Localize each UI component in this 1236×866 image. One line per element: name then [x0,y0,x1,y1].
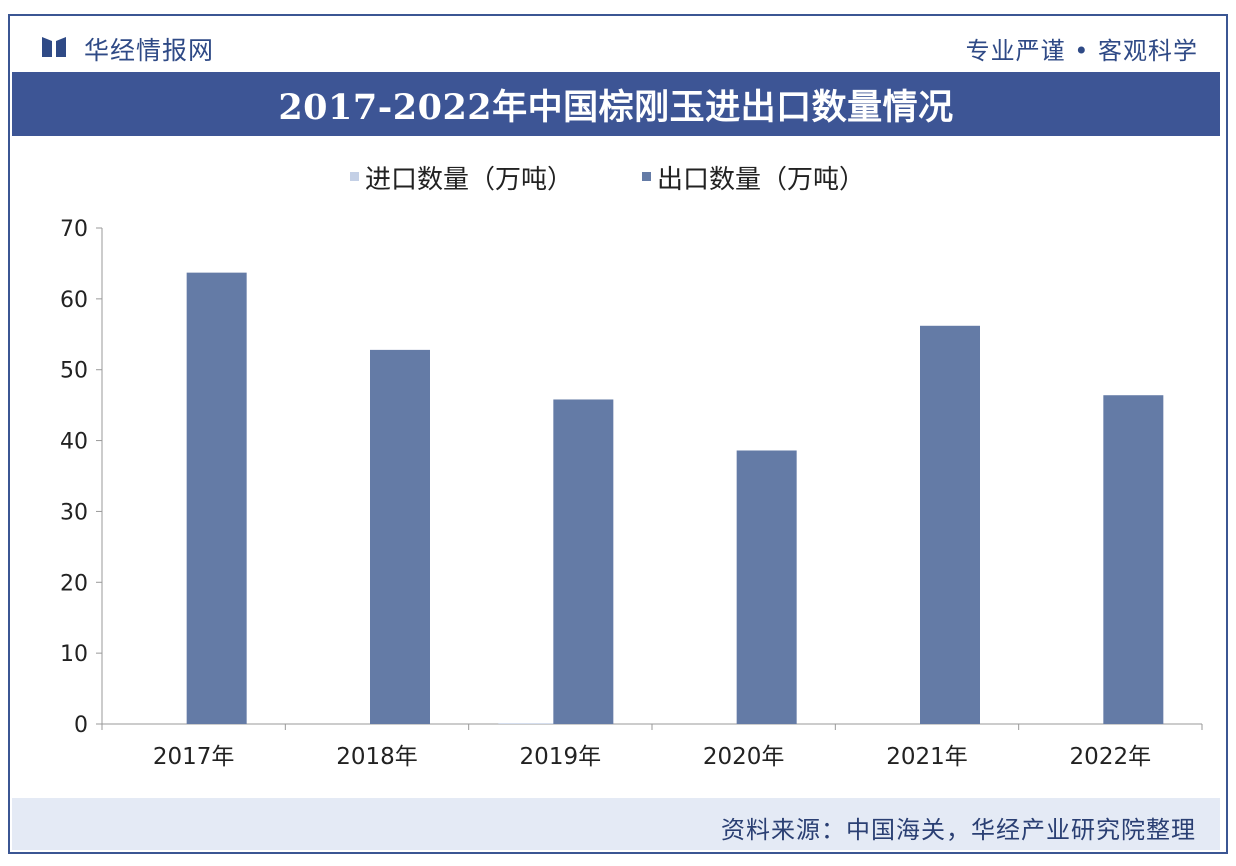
x-tick-label: 2022年 [1070,744,1152,770]
x-tick-label: 2019年 [520,744,602,770]
header-bar: 华经情报网 专业严谨 • 客观科学 [12,18,1220,70]
legend-label: 出口数量（万吨） [657,165,865,195]
chart-area: 进口数量（万吨） 出口数量（万吨） 0 10 20 30 40 50 60 70 2017年 2018… [12,138,1220,796]
y-tick-label: 70 [60,217,88,242]
y-tick-label: 50 [60,359,88,384]
y-tick-label: 0 [74,713,88,738]
legend-label: 进口数量（万吨） [365,165,573,195]
bar-export [370,349,430,724]
bar-export [736,450,797,724]
y-tick-label: 40 [60,430,88,455]
y-tick-label: 20 [60,571,88,596]
source-note: 资料来源：中国海关，华经产业研究院整理 [721,816,1196,844]
y-tick-label: 30 [60,500,88,525]
legend-swatch [350,172,359,181]
x-tick-label: 2020年 [703,744,785,770]
chart-title: 2017-2022年中国棕刚玉进出口数量情况 [278,86,954,128]
title-bar: 2017-2022年中国棕刚玉进出口数量情况 [12,72,1220,136]
brand-logo-icon [42,37,66,57]
bar-export [186,272,247,724]
bar-export [1103,395,1164,724]
bar-export [920,325,980,724]
slogan: 专业严谨 • 客观科学 [965,37,1198,65]
brand-name: 华经情报网 [84,36,215,65]
x-tick-label: 2021年 [886,744,968,770]
y-tick-label: 60 [60,288,88,313]
bar-export [553,399,614,724]
x-tick-label: 2017年 [153,744,235,770]
y-tick-label: 10 [60,642,88,667]
x-tick-label: 2018年 [336,744,418,770]
legend-swatch [642,172,651,181]
bar-import [498,723,559,724]
bar-chart: 进口数量（万吨） 出口数量（万吨） 0 10 20 30 40 50 60 70 2017年 2018… [60,165,1203,770]
footer-bar: 资料来源：中国海关，华经产业研究院整理 [12,798,1220,850]
